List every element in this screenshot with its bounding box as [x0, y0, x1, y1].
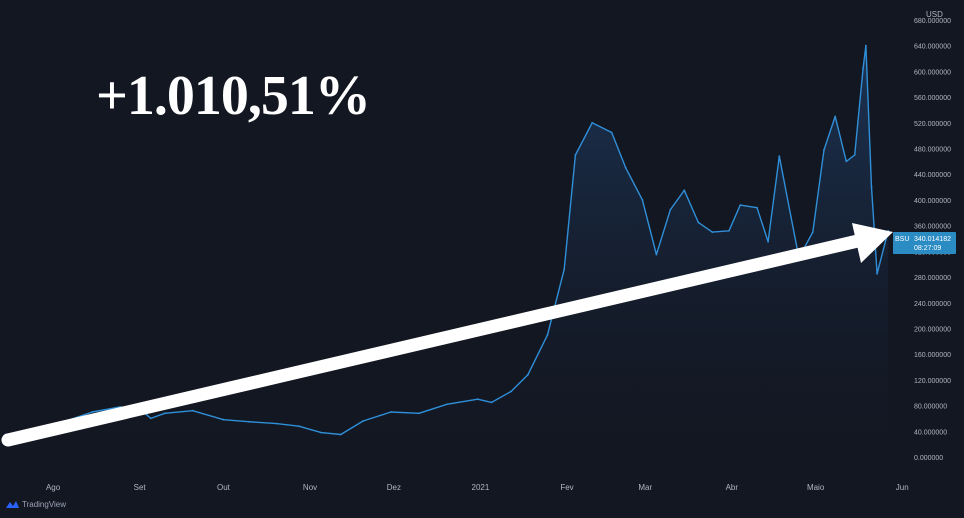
price-tag-bg — [893, 232, 956, 254]
data-point — [362, 420, 364, 422]
x-axis: Ago Set Out Nov Dez 2021 Fev Mar Abr Maio Jun — [46, 483, 909, 492]
tradingview-logo[interactable]: TradingView — [6, 500, 66, 509]
data-point — [669, 208, 672, 211]
x-tick-label: 2021 — [472, 483, 490, 492]
data-point — [591, 121, 594, 124]
trend-arrow — [1, 223, 893, 447]
data-point — [624, 166, 627, 169]
data-point — [490, 401, 493, 404]
data-point — [683, 189, 686, 192]
data-point — [767, 240, 769, 243]
data-point — [823, 148, 825, 151]
data-point — [711, 231, 714, 234]
y-tick-label: 280.000000 — [914, 275, 951, 282]
currency-label[interactable]: USD — [926, 10, 943, 19]
data-point — [527, 373, 529, 376]
data-point — [739, 204, 742, 207]
x-tick-label: Dez — [387, 483, 401, 492]
price-tag: BSU 340.014182 08:27:09 — [893, 232, 956, 254]
price-tag-value: 340.014182 — [914, 236, 951, 243]
y-tick-label: 520.000000 — [914, 121, 951, 128]
price-area — [5, 45, 889, 457]
y-tick-label: 480.000000 — [914, 147, 951, 154]
trend-arrow-shaft — [1, 233, 869, 447]
data-point — [728, 229, 730, 232]
data-point — [510, 390, 513, 393]
x-tick-label: Out — [217, 483, 231, 492]
data-point — [853, 154, 856, 156]
data-point — [778, 155, 781, 158]
data-point — [834, 115, 837, 118]
y-tick-label: 600.000000 — [914, 69, 951, 76]
data-point — [546, 334, 549, 336]
x-tick-label: Ago — [46, 483, 61, 492]
data-point — [865, 44, 867, 47]
price-tag-countdown: 08:27:09 — [914, 245, 941, 252]
y-tick-label: 360.000000 — [914, 224, 951, 231]
data-point — [91, 411, 94, 413]
tradingview-logo-text: TradingView — [22, 500, 67, 509]
data-point — [163, 412, 166, 415]
price-tag-symbol: BSU — [895, 236, 909, 243]
y-tick-label: 680.000000 — [914, 18, 951, 25]
y-tick-label: 120.000000 — [914, 378, 951, 385]
x-tick-label: Abr — [726, 483, 739, 492]
data-point — [811, 231, 814, 234]
data-point — [756, 206, 758, 209]
y-tick-label: 400.000000 — [914, 198, 951, 205]
data-point — [320, 431, 323, 434]
data-point — [655, 253, 658, 256]
data-point — [574, 154, 577, 156]
x-tick-label: Mar — [638, 483, 652, 492]
data-point — [870, 186, 873, 189]
data-point — [247, 420, 250, 423]
y-tick-label: 80.000000 — [914, 404, 947, 411]
y-axis: 0.000000 40.000000 80.000000 120.000000 160.… — [914, 18, 951, 462]
x-tick-label: Maio — [807, 483, 825, 492]
y-tick-label: 240.000000 — [914, 301, 951, 308]
data-point — [446, 403, 448, 406]
data-point — [610, 131, 613, 134]
tradingview-logo-icon — [6, 501, 19, 508]
x-tick-label: Set — [134, 483, 147, 492]
y-tick-label: 560.000000 — [914, 95, 951, 102]
data-point — [641, 199, 644, 201]
y-tick-label: 640.000000 — [914, 44, 951, 51]
data-point — [845, 160, 848, 163]
x-tick-label: Jun — [896, 483, 909, 492]
data-point — [697, 221, 700, 224]
data-point — [275, 422, 278, 425]
x-tick-label: Fev — [560, 483, 573, 492]
trend-arrow-head — [852, 223, 893, 263]
data-point — [862, 67, 864, 70]
y-tick-label: 0.000000 — [914, 455, 943, 462]
data-point — [876, 272, 878, 275]
headline-return: +1.010,51% — [96, 65, 371, 127]
data-point — [476, 398, 479, 401]
data-point — [298, 425, 300, 428]
data-point — [149, 417, 152, 420]
y-tick-label: 40.000000 — [914, 429, 947, 436]
y-tick-label: 160.000000 — [914, 352, 951, 359]
data-point — [191, 409, 194, 412]
data-point — [563, 268, 566, 271]
data-point — [339, 433, 342, 436]
y-tick-label: 440.000000 — [914, 172, 951, 179]
y-tick-label: 200.000000 — [914, 326, 951, 333]
x-tick-label: Nov — [303, 483, 317, 492]
data-point — [222, 418, 225, 421]
data-point — [390, 411, 392, 413]
data-point — [418, 412, 420, 415]
